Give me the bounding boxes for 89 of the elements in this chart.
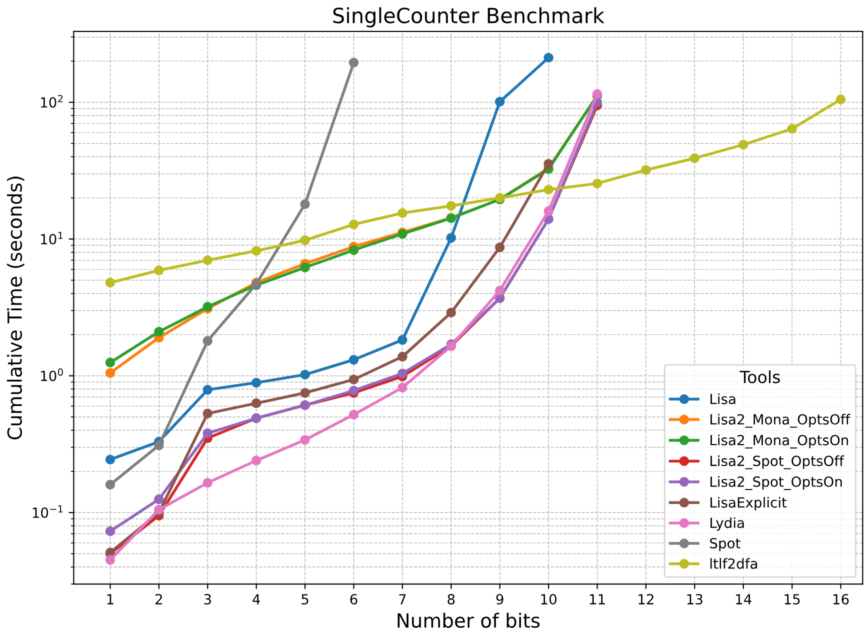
x-tick-label: 11 — [590, 594, 605, 604]
point — [398, 352, 408, 362]
point — [251, 246, 262, 256]
point — [544, 52, 554, 63]
point — [348, 354, 359, 365]
point — [446, 200, 456, 211]
point — [105, 368, 116, 378]
point — [446, 233, 456, 243]
point — [446, 308, 456, 318]
point — [154, 266, 164, 276]
legend-label: Lisa2_Spot_OptsOff — [710, 455, 844, 470]
legend-label: Lisa2_Spot_OptsOn — [710, 476, 842, 490]
x-tick-label: 10 — [541, 594, 556, 605]
point — [348, 374, 359, 384]
point — [300, 262, 310, 272]
point — [154, 504, 164, 515]
point — [544, 206, 554, 216]
point — [348, 386, 359, 396]
point — [300, 370, 310, 380]
x-tick-label: 15 — [784, 594, 800, 605]
point — [300, 435, 310, 445]
point — [154, 494, 164, 504]
x-tick-label: 4 — [252, 594, 260, 604]
y-axis-title: Cumulative Time (seconds) — [6, 176, 24, 440]
x-tick-label: 5 — [302, 594, 308, 605]
x-tick-label: 13 — [687, 594, 702, 605]
point — [398, 382, 408, 392]
legend-label: Lydia — [710, 517, 744, 531]
point — [105, 278, 116, 288]
x-tick-label: 12 — [638, 594, 654, 604]
point — [592, 178, 602, 188]
x-tick-label: 9 — [496, 594, 504, 605]
x-axis-title: Number of bits — [398, 612, 540, 628]
point — [154, 326, 164, 337]
point — [105, 480, 116, 490]
point — [494, 242, 505, 252]
point — [544, 184, 554, 194]
point — [300, 235, 310, 246]
legend-label: Spot — [710, 538, 740, 552]
point — [494, 286, 505, 296]
legend-label: Lisa2_Mona_OptsOn — [710, 434, 848, 448]
point — [300, 199, 310, 210]
point — [202, 478, 212, 488]
point — [154, 440, 164, 450]
x-tick-label: 3 — [204, 594, 211, 605]
point — [398, 335, 408, 345]
y-tick-label: 10$^{0}$ — [41, 368, 63, 382]
x-tick-label: 16 — [833, 594, 849, 605]
x-tick-label: 8 — [448, 594, 455, 605]
point — [738, 140, 748, 150]
point — [398, 368, 408, 378]
legend-label: LisaExplicit — [710, 496, 787, 510]
legend-label: Lisa2_Mona_OptsOff — [710, 414, 850, 428]
point — [348, 58, 359, 68]
point — [787, 124, 797, 134]
point — [690, 153, 700, 164]
point — [348, 220, 359, 230]
point — [398, 208, 408, 218]
point — [105, 358, 116, 368]
point — [105, 526, 116, 536]
y-tick-label: 10$^{−1}$ — [32, 505, 63, 518]
point — [251, 456, 262, 466]
x-tick-label: 6 — [350, 594, 358, 605]
legend-title: Tools — [740, 370, 780, 384]
point — [494, 96, 505, 107]
point — [348, 410, 359, 420]
y-tick-label: 10$^{2}$ — [41, 94, 63, 108]
point — [202, 336, 212, 346]
point — [202, 255, 212, 266]
point — [300, 388, 310, 398]
point — [641, 165, 651, 175]
point — [251, 398, 262, 408]
point — [202, 408, 212, 418]
point — [544, 158, 554, 169]
y-tick-label: 10$^{1}$ — [41, 232, 63, 244]
point — [202, 428, 212, 438]
x-tick-label: 14 — [736, 594, 752, 604]
point — [348, 245, 359, 255]
x-tick-label: 1 — [107, 594, 114, 604]
point — [251, 378, 262, 388]
legend-label: Lisa — [710, 393, 736, 404]
point — [836, 94, 846, 104]
point — [202, 384, 212, 395]
point — [105, 555, 116, 565]
point — [105, 454, 116, 464]
legend-label: ltlf2dfa — [710, 558, 758, 569]
chart-title: SingleCounter Benchmark — [333, 7, 604, 28]
x-tick-label: 2 — [156, 594, 162, 604]
x-tick-label: 7 — [399, 594, 406, 604]
